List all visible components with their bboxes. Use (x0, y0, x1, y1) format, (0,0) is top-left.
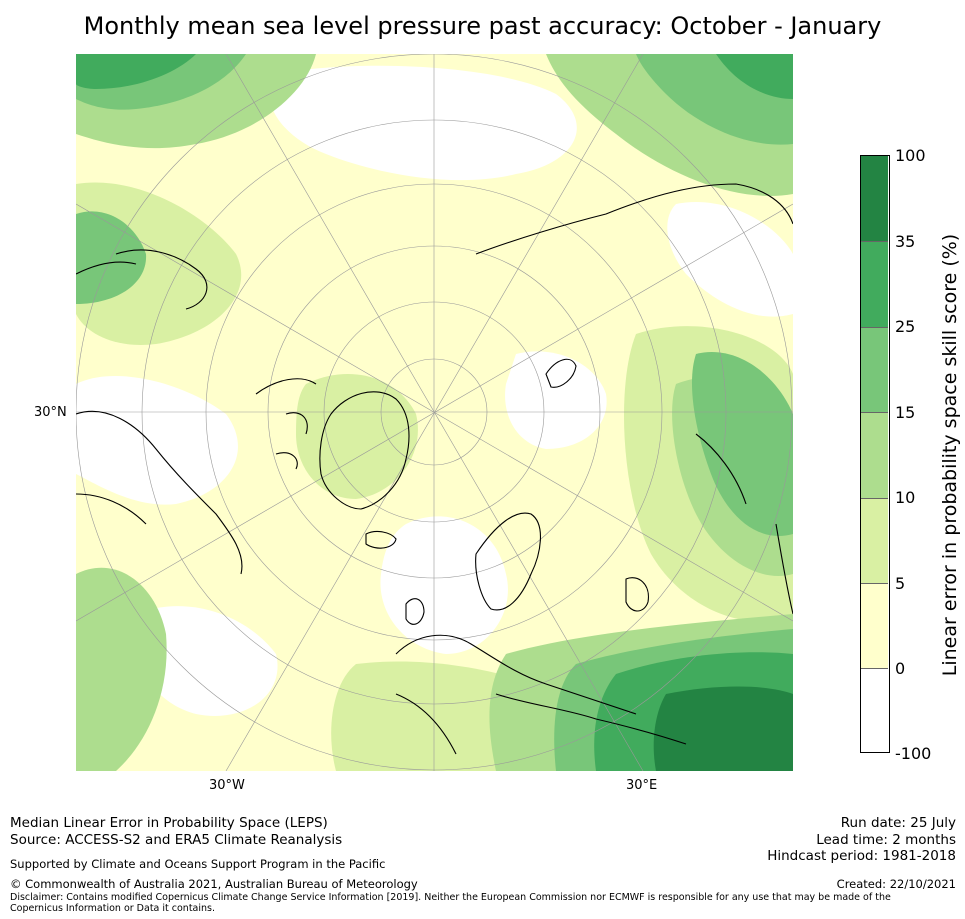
coast-iceland (365, 530, 397, 549)
colorbar-tick-25: 25 (895, 317, 916, 336)
footer-created: Created: 22/10/2021 (836, 877, 956, 891)
footer-copyright: © Commonwealth of Australia 2021, Austra… (10, 877, 418, 891)
field-25-35-nw (76, 54, 196, 89)
coast-scandinavia (475, 512, 542, 611)
coastlines (76, 183, 793, 755)
colorbar-seg-neg (860, 668, 888, 753)
footer-lead-time: Lead time: 2 months (816, 832, 956, 848)
field-35-100-se (653, 686, 793, 771)
coast-uk (405, 598, 425, 625)
field-zero-arctic (269, 65, 577, 181)
coast-europe (395, 634, 637, 755)
colorbar-tick-5: 5 (895, 574, 906, 593)
footer-support: Supported by Climate and Oceans Support … (10, 857, 386, 871)
colorbar-tick-0: 0 (895, 659, 906, 678)
coast-north-america (76, 410, 243, 575)
colorbar-tick-35: 35 (895, 232, 916, 251)
colorbar-seg-5-10 (860, 498, 888, 583)
colorbar-tick-neg100: -100 (895, 744, 932, 763)
coast-alaska (76, 249, 208, 310)
colorbar-seg-15-25 (860, 327, 888, 412)
colorbar-seg-10-15 (860, 412, 888, 498)
coast-caspian (625, 577, 649, 612)
footer-run-date: Run date: 25 July (840, 815, 956, 831)
field-zero-namerica (76, 375, 238, 505)
footer-source: Source: ACCESS-S2 and ERA5 Climate Reana… (10, 832, 343, 848)
colorbar-label: Linear error in probability space skill … (939, 233, 961, 677)
lon-label-30w: 30°W (209, 778, 245, 793)
field-15-25-asia (691, 352, 793, 536)
footer-disclaimer: Disclaimer: Contains modified Copernicus… (10, 892, 891, 914)
map-canvas (76, 54, 793, 771)
colorbar-tick-100: 100 (895, 146, 926, 165)
chart-title: Monthly mean sea level pressure past acc… (83, 12, 882, 40)
coast-novaya-zemlya (545, 358, 577, 388)
colorbar-tick-15: 15 (895, 403, 916, 422)
field-zero-central (505, 351, 607, 449)
graticule (76, 54, 793, 771)
colorbar-seg-35-100 (860, 155, 888, 241)
coast-siberia (475, 183, 793, 255)
footer-hindcast: Hindcast period: 1981-2018 (767, 848, 956, 864)
field-zero-atlantic (380, 516, 508, 654)
coast-asia-east (695, 433, 793, 615)
coast-mediterranean (495, 693, 687, 745)
field-zero-siberia (667, 202, 793, 317)
field-10-15-sw (76, 567, 167, 771)
colorbar-seg-0-5 (860, 583, 888, 668)
meridian-6 (76, 203, 793, 622)
field-5-10-greenland (296, 374, 418, 499)
colorbar (860, 155, 890, 753)
colorbar-tick-10: 10 (895, 488, 916, 507)
lon-label-30e: 30°E (626, 778, 658, 793)
coast-greenland (319, 391, 410, 510)
lat-label-30n: 30°N (34, 405, 67, 420)
polar-map (76, 54, 793, 771)
footer-leps: Median Linear Error in Probability Space… (10, 815, 328, 831)
coast-canada-arctic (255, 378, 317, 470)
colorbar-seg-25-35 (860, 241, 888, 327)
field-zero-pacific (134, 606, 278, 716)
field-25-35-ne (716, 54, 793, 99)
